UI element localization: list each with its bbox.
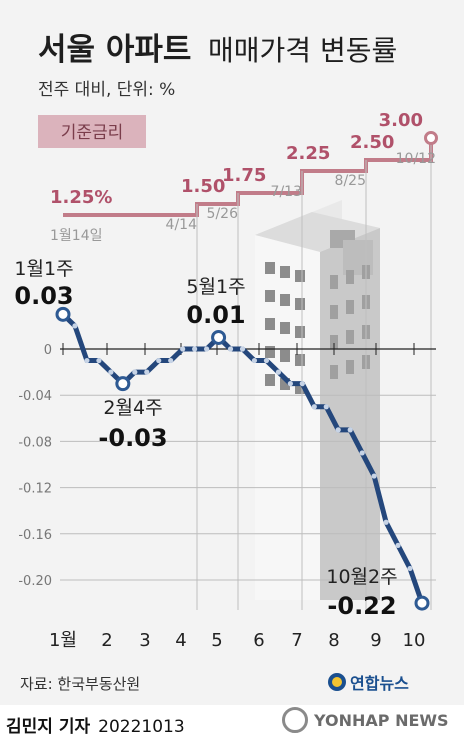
price-point: [275, 369, 281, 375]
price-point: [251, 357, 258, 364]
rate-series: 1.25% 1월14일 1.50 4/14 1.75 5/26 2.25 7/13 2.50 8/…: [50, 110, 438, 610]
price-highlight-marker: [414, 595, 430, 611]
y-tick-label: 0: [44, 343, 52, 358]
price-point: [335, 427, 341, 433]
rate-value-label: 2.25: [286, 143, 330, 164]
building-illustration: [255, 200, 380, 600]
price-point: [227, 346, 234, 352]
chart-subtitle: 전주 대비, 단위: %: [38, 80, 175, 100]
chart-canvas: 서울 아파트 매매가격 변동률 전주 대비, 단위: %: [14, 32, 438, 651]
annotation-value: 0.01: [186, 301, 245, 329]
watermark-icon: [282, 707, 308, 733]
x-tick-label: 8: [328, 630, 339, 651]
rate-value-label: 1.75: [222, 165, 266, 186]
byline-name: 김민지 기자: [6, 717, 91, 737]
x-tick-label: 7: [291, 630, 302, 651]
y-tick-label: -0.12: [18, 482, 52, 497]
annotation-period: 10월2주: [326, 566, 397, 588]
x-tick-label: 4: [175, 630, 186, 651]
x-tick-label: 10: [403, 630, 426, 651]
rate-label-box: [38, 115, 146, 148]
price-point: [84, 357, 90, 364]
annotation-period: 2월4주: [103, 397, 162, 419]
price-point: [72, 323, 78, 329]
y-tick-label: -0.20: [18, 574, 52, 589]
y-tick-label: -0.16: [18, 528, 52, 543]
gridlines: 0 -0.04 -0.08 -0.12 -0.16 -0.20: [18, 343, 436, 589]
rate-date-label: 8/25: [335, 173, 366, 189]
price-highlight-marker: [55, 306, 71, 322]
rate-value-label: 3.00: [379, 110, 423, 131]
annotation-period: 1월1주: [14, 258, 73, 280]
price-point: [383, 519, 389, 525]
rate-date-label: 5/26: [207, 206, 239, 222]
price-highlight-marker: [211, 329, 227, 345]
price-point: [156, 357, 162, 364]
watermark: YONHAP NEWS: [282, 707, 449, 733]
yonhap-logo-icon: [328, 673, 346, 691]
rate-value-label: 1.25%: [50, 187, 112, 208]
x-tick-label: 9: [370, 630, 381, 651]
watermark-text: YONHAP NEWS: [314, 710, 449, 730]
rate-date-label: 4/14: [166, 217, 198, 233]
footer: [0, 705, 464, 750]
price-point: [311, 404, 317, 410]
yonhap-logo: 연합뉴스: [328, 670, 409, 694]
price-point: [96, 357, 102, 364]
price-point: [180, 346, 186, 352]
rate-label: 기준금리: [61, 123, 124, 143]
x-tick-label: 6: [253, 630, 264, 651]
y-tick-label: -0.08: [18, 435, 52, 450]
annotation-value: -0.03: [98, 424, 167, 452]
price-highlight-marker: [115, 376, 131, 392]
x-tick-label: 2: [101, 630, 112, 651]
price-point: [323, 404, 329, 410]
source-note: 자료: 한국부동산원: [20, 675, 141, 693]
x-tick-label: 5: [211, 630, 222, 651]
chart-panel: 서울 아파트 매매가격 변동률 전주 대비, 단위: %: [0, 0, 464, 705]
rate-date-label: 1월14일: [50, 228, 102, 244]
price-point: [407, 565, 413, 572]
price-point: [371, 473, 377, 479]
price-point: [192, 346, 198, 352]
rate-date-label: 10/12: [396, 151, 436, 167]
rate-value-label: 2.50: [350, 132, 394, 153]
price-point: [263, 357, 270, 364]
price-point: [299, 381, 305, 387]
price-point: [239, 346, 246, 352]
annotation-period: 5월1주: [186, 276, 245, 298]
rate-value-label: 1.50: [181, 176, 225, 197]
price-point: [168, 357, 174, 364]
byline-date: 20221013: [98, 717, 185, 737]
y-tick-label: -0.04: [18, 389, 52, 404]
byline: 김민지 기자 20221013: [6, 712, 185, 737]
x-tick-label: 3: [139, 630, 150, 651]
chart-title-light: 매매가격 변동률: [208, 34, 397, 67]
price-point: [347, 427, 353, 433]
annotation-value: 0.03: [14, 282, 73, 310]
price-point: [144, 369, 150, 375]
yonhap-logo-text: 연합뉴스: [350, 674, 409, 693]
price-point: [132, 369, 138, 375]
x-tick-label: 1월: [49, 630, 77, 651]
price-point: [287, 381, 293, 387]
chart-title: 서울 아파트: [38, 32, 191, 68]
x-axis: 1월 2 3 4 5 6 7 8 9 10: [49, 630, 425, 651]
price-point: [395, 542, 401, 548]
price-point: [108, 369, 114, 375]
rate-end-marker: [424, 131, 438, 145]
annotation-value: -0.22: [327, 592, 396, 620]
price-point: [359, 450, 365, 456]
rate-date-label: 7/13: [271, 184, 302, 200]
price-point: [204, 346, 210, 352]
